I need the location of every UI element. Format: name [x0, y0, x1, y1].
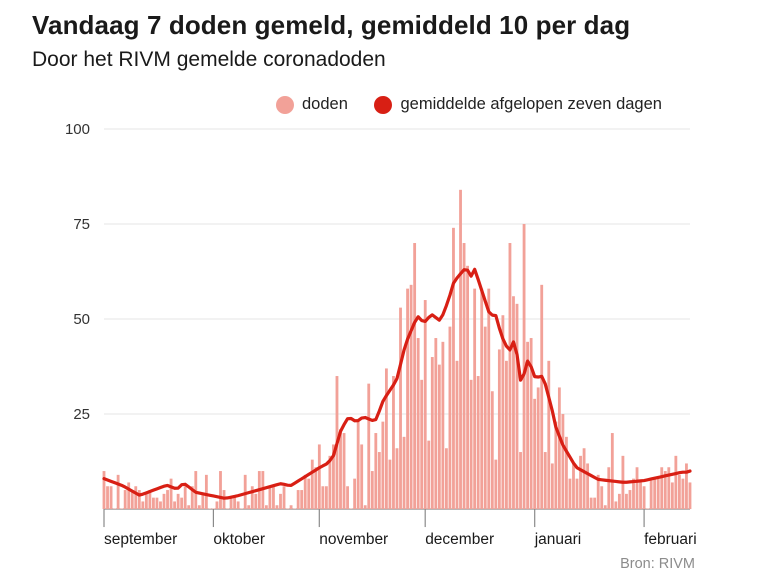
svg-text:75: 75	[73, 216, 90, 233]
svg-text:september: september	[104, 531, 177, 548]
svg-text:februari: februari	[644, 531, 697, 548]
svg-text:25: 25	[73, 406, 90, 423]
svg-text:januari: januari	[534, 531, 582, 548]
svg-text:oktober: oktober	[213, 531, 265, 548]
svg-text:50: 50	[73, 311, 90, 328]
svg-text:100: 100	[65, 121, 90, 138]
svg-text:november: november	[319, 531, 388, 548]
svg-text:december: december	[425, 531, 494, 548]
